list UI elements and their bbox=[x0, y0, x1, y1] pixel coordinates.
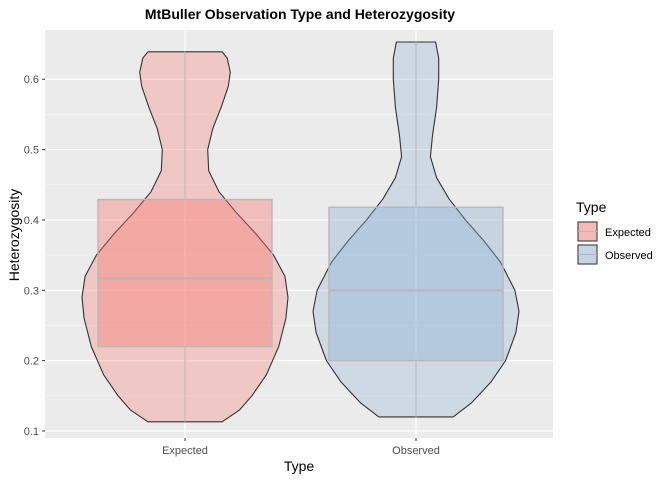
legend-title: Type bbox=[576, 199, 607, 215]
violin-observed bbox=[312, 41, 520, 418]
x-tick-label: Observed bbox=[392, 445, 440, 457]
y-tick-label: 0.1 bbox=[24, 426, 39, 438]
x-axis-ticks: Expected Observed bbox=[162, 438, 440, 457]
x-tick-label: Expected bbox=[162, 445, 208, 457]
box-observed bbox=[328, 206, 504, 362]
legend-items: Expected Observed bbox=[577, 221, 653, 265]
legend: Type Expected Observed bbox=[576, 199, 653, 265]
legend-label-observed: Observed bbox=[605, 250, 653, 262]
boxes bbox=[97, 41, 504, 422]
y-axis-ticks: 0.1 0.2 0.3 0.4 0.5 0.6 bbox=[24, 74, 45, 438]
y-tick-label: 0.6 bbox=[24, 74, 39, 86]
violins bbox=[81, 41, 520, 423]
legend-label-expected: Expected bbox=[605, 227, 651, 239]
x-axis-label: Type bbox=[284, 458, 315, 474]
plot-panel bbox=[45, 30, 553, 438]
y-tick-label: 0.3 bbox=[24, 285, 39, 297]
box-expected bbox=[97, 198, 273, 348]
y-tick-label: 0.2 bbox=[24, 356, 39, 368]
y-tick-label: 0.5 bbox=[24, 145, 39, 157]
y-axis-label: Heterozygosity bbox=[6, 189, 22, 282]
chart-title: MtBuller Observation Type and Heterozygo… bbox=[145, 6, 455, 22]
violin-expected bbox=[81, 51, 289, 423]
grid-minor bbox=[45, 114, 553, 397]
y-tick-label: 0.4 bbox=[24, 215, 39, 227]
